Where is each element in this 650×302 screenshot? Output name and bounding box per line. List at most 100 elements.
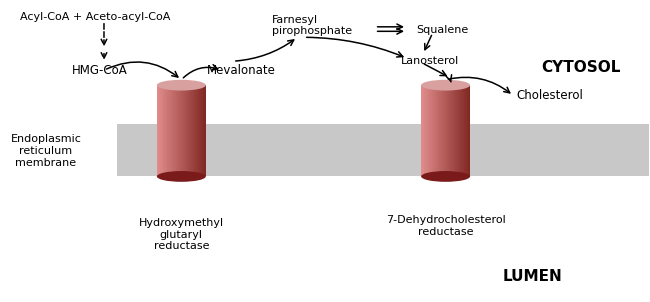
Bar [460, 85, 461, 176]
Bar [464, 85, 465, 176]
Bar [169, 85, 170, 176]
Bar [441, 85, 442, 176]
Bar [182, 85, 183, 176]
Bar [424, 85, 425, 176]
Bar [188, 85, 190, 176]
Text: Lanosterol: Lanosterol [400, 56, 459, 66]
Text: Mevalonate: Mevalonate [207, 64, 276, 77]
Bar [447, 85, 448, 176]
Bar [450, 85, 451, 176]
Bar [445, 85, 446, 176]
Text: Acyl-CoA + Aceto-acyl-CoA: Acyl-CoA + Aceto-acyl-CoA [20, 12, 170, 22]
Text: 7-Dehydrocholesterol
reductase: 7-Dehydrocholesterol reductase [385, 215, 506, 236]
Bar [184, 85, 185, 176]
Text: Farnesyl
pirophosphate: Farnesyl pirophosphate [272, 15, 352, 37]
Bar [437, 85, 438, 176]
Bar [168, 85, 169, 176]
Bar [459, 85, 460, 176]
Bar [170, 85, 171, 176]
Bar [165, 85, 166, 176]
Text: Cholesterol: Cholesterol [517, 89, 583, 102]
Text: HMG-CoA: HMG-CoA [72, 64, 127, 77]
Bar [448, 85, 449, 176]
Bar [162, 85, 163, 176]
Bar [203, 85, 204, 176]
Bar [453, 85, 454, 176]
Bar [204, 85, 205, 176]
Bar [195, 85, 196, 176]
Bar [178, 85, 179, 176]
Bar [172, 85, 173, 176]
Bar [191, 85, 192, 176]
Bar [174, 85, 175, 176]
Bar [197, 85, 198, 176]
Bar [196, 85, 197, 176]
Bar [456, 85, 457, 176]
Bar [193, 85, 194, 176]
Bar [421, 85, 422, 176]
Text: Endoplasmic
reticulum
membrane: Endoplasmic reticulum membrane [10, 134, 81, 168]
Bar [430, 85, 431, 176]
Bar [439, 85, 440, 176]
Bar [198, 85, 200, 176]
Bar [461, 85, 462, 176]
Bar [426, 85, 427, 176]
Bar [183, 85, 184, 176]
Bar [422, 85, 424, 176]
Bar [462, 85, 463, 176]
Bar [444, 85, 445, 176]
Bar [457, 85, 458, 176]
Bar [446, 85, 447, 176]
Bar [201, 85, 202, 176]
Ellipse shape [421, 80, 470, 91]
Text: Hydroxymethyl
glutaryl
reductase: Hydroxymethyl glutaryl reductase [138, 218, 224, 251]
Text: Squalene: Squalene [417, 25, 469, 35]
Bar [431, 85, 432, 176]
Bar [467, 85, 469, 176]
Bar [159, 85, 160, 176]
Bar [429, 85, 430, 176]
Bar [173, 85, 174, 176]
Bar [185, 85, 187, 176]
Bar [427, 85, 428, 176]
Bar [435, 85, 436, 176]
Bar [163, 85, 164, 176]
Bar [194, 85, 195, 176]
Ellipse shape [157, 171, 206, 182]
Bar [190, 85, 191, 176]
Ellipse shape [421, 171, 470, 182]
Bar [469, 85, 470, 176]
Bar [192, 85, 193, 176]
Bar [432, 85, 434, 176]
Bar [161, 85, 162, 176]
Ellipse shape [157, 80, 206, 91]
Bar [175, 85, 176, 176]
Bar [428, 85, 429, 176]
Text: CYTOSOL: CYTOSOL [541, 60, 621, 75]
Bar [425, 85, 426, 176]
Bar [458, 85, 459, 176]
Bar [436, 85, 437, 176]
Bar [157, 85, 158, 176]
Bar [160, 85, 161, 176]
Bar [179, 85, 181, 176]
Bar [449, 85, 450, 176]
Bar [440, 85, 441, 176]
Bar [181, 85, 182, 176]
Bar [164, 85, 165, 176]
Bar [465, 85, 466, 176]
Bar [452, 85, 453, 176]
Bar [442, 85, 443, 176]
Bar [454, 85, 456, 176]
Bar [438, 85, 439, 176]
Bar [443, 85, 444, 176]
Bar [466, 85, 467, 176]
Bar [158, 85, 159, 176]
Bar [171, 85, 172, 176]
Bar [200, 85, 201, 176]
Bar [187, 85, 188, 176]
Bar [117, 124, 649, 176]
Bar [166, 85, 168, 176]
Bar [434, 85, 435, 176]
Bar [205, 85, 206, 176]
